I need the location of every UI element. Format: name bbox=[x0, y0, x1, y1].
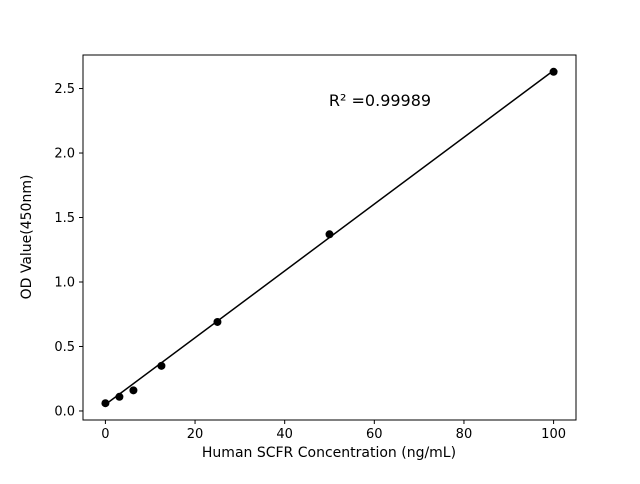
data-point bbox=[213, 317, 222, 326]
data-point bbox=[101, 399, 110, 408]
data-point bbox=[115, 392, 124, 401]
x-tick-label: 100 bbox=[541, 427, 566, 442]
x-tick-label: 60 bbox=[366, 427, 383, 442]
x-tick-label: 0 bbox=[101, 427, 109, 442]
plot-border bbox=[82, 54, 577, 421]
x-tick-label: 40 bbox=[276, 427, 293, 442]
y-tick-label: 0.5 bbox=[54, 340, 75, 355]
data-point bbox=[157, 361, 166, 370]
x-tick-label: 20 bbox=[187, 427, 204, 442]
r-squared-annotation: R² =0.99989 bbox=[329, 91, 431, 110]
data-series bbox=[101, 67, 558, 408]
x-axis-label: Human SCFR Concentration (ng/mL) bbox=[202, 445, 456, 461]
data-point bbox=[129, 386, 138, 395]
y-axis-label: OD Value(450nm) bbox=[19, 175, 35, 300]
y-tick-label: 1.5 bbox=[54, 211, 75, 226]
data-point bbox=[325, 230, 334, 239]
y-tick-label: 2.5 bbox=[54, 82, 75, 97]
y-tick-label: 1.0 bbox=[54, 275, 75, 290]
data-point bbox=[549, 67, 558, 76]
axis-ticks: 0 20 40 60 80 100 0.0 0.5 1.0 1.5 2.0 2.5 bbox=[54, 82, 566, 442]
y-tick-label: 0.0 bbox=[54, 404, 75, 419]
y-tick-label: 2.0 bbox=[54, 147, 75, 162]
x-tick-label: 80 bbox=[456, 427, 473, 442]
